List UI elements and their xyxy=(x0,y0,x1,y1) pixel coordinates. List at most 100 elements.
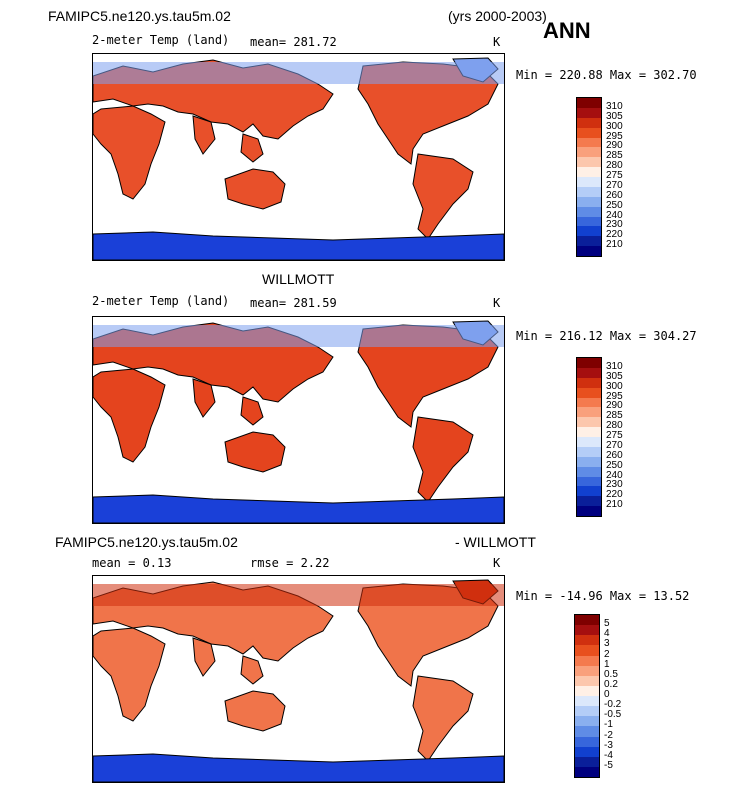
colorbar-tick-label: 230 xyxy=(606,219,623,231)
colorbar-segment xyxy=(577,506,601,516)
colorbar-segment xyxy=(577,476,601,487)
panel3-map xyxy=(92,575,505,783)
colorbar-tick-label: -1 xyxy=(604,719,613,731)
colorbar-segment xyxy=(575,766,599,777)
africa-landmass xyxy=(93,368,166,463)
colorbar-segment xyxy=(575,736,599,747)
colorbar-segment xyxy=(577,186,601,197)
panel2-minmax: Min = 216.12 Max = 304.27 xyxy=(516,329,697,343)
colorbar-tick-label: 275 xyxy=(606,430,623,441)
colorbar-tick-label: 285 xyxy=(606,410,623,422)
colorbar-segment xyxy=(577,377,601,388)
colorbar-tick-label: 240 xyxy=(606,209,623,221)
colorbar-segment xyxy=(577,456,601,467)
colorbar-tick-label: 310 xyxy=(606,100,623,112)
colorbar-tick-label: 295 xyxy=(606,130,623,142)
colorbar-tick-label: -2 xyxy=(604,729,613,741)
colorbar-tick-label: 305 xyxy=(606,110,623,122)
colorbar-segment xyxy=(575,746,599,757)
colorbar-segment xyxy=(575,655,599,666)
colorbar-tick-label: 300 xyxy=(606,380,623,392)
colorbar-segment xyxy=(575,716,599,727)
colorbar-tick-label: 4 xyxy=(604,628,610,640)
india-landmass xyxy=(192,378,216,418)
antarctica-landmass xyxy=(93,231,504,260)
colorbar-segment xyxy=(575,685,599,696)
antarctica-landmass xyxy=(93,753,504,782)
colorbar-segment xyxy=(577,196,601,207)
colorbar-tick-label: 220 xyxy=(606,229,623,241)
panel3-map-svg xyxy=(93,579,504,782)
panel1-map-svg xyxy=(93,57,504,260)
colorbar-tick-label: 0.2 xyxy=(604,678,618,690)
high-latitude-band xyxy=(93,584,504,606)
colorbar-tick-label: 0 xyxy=(604,689,610,700)
antarctica-landmass xyxy=(93,494,504,523)
panel1-map xyxy=(92,53,505,261)
panel2-variable: 2-meter Temp (land) xyxy=(92,294,230,308)
panel2-colorbar xyxy=(576,357,602,517)
colorbar-tick-label: 250 xyxy=(606,459,623,471)
colorbar-tick-label: 1 xyxy=(604,658,610,670)
colorbar-segment xyxy=(575,615,599,626)
panel2-units: K xyxy=(493,296,501,310)
colorbar-segment xyxy=(575,756,599,767)
panel3-colorbar xyxy=(574,614,600,778)
colorbar-segment xyxy=(575,706,599,717)
panel2-title: WILLMOTT xyxy=(262,271,335,287)
years-label: (yrs 2000-2003) xyxy=(448,8,547,24)
colorbar-segment xyxy=(577,107,601,118)
southeast-asia-landmass xyxy=(240,396,264,426)
colorbar-tick-label: 295 xyxy=(606,390,623,402)
panel3-units: K xyxy=(493,556,501,570)
colorbar-tick-label: 270 xyxy=(606,179,623,191)
colorbar-tick-label: 230 xyxy=(606,479,623,491)
season-label: ANN xyxy=(543,18,591,43)
colorbar-tick-label: 260 xyxy=(606,449,623,461)
colorbar-tick-label: -0.2 xyxy=(604,699,622,711)
africa-landmass xyxy=(93,105,166,200)
colorbar-tick-label: -5 xyxy=(604,759,613,771)
colorbar-segment xyxy=(577,486,601,497)
colorbar-segment xyxy=(577,496,601,507)
colorbar-tick-label: 305 xyxy=(606,370,623,382)
africa-landmass xyxy=(93,627,166,722)
panel1-minmax: Min = 220.88 Max = 302.70 xyxy=(516,68,697,82)
colorbar-segment xyxy=(575,726,599,737)
colorbar-segment xyxy=(577,446,601,457)
colorbar-segment xyxy=(577,147,601,158)
colorbar-segment xyxy=(575,635,599,646)
case-title: FAMIPC5.ne120.ys.tau5m.02 xyxy=(48,8,231,24)
colorbar-segment xyxy=(577,206,601,217)
south-america-landmass xyxy=(412,675,474,762)
india-landmass xyxy=(192,115,216,155)
colorbar-segment xyxy=(577,407,601,418)
colorbar-segment xyxy=(577,246,601,256)
colorbar-tick-label: -0.5 xyxy=(604,709,622,721)
colorbar-tick-label: 275 xyxy=(606,170,623,181)
panel3-rmse: rmse = 2.22 xyxy=(250,556,330,570)
colorbar-tick-label: 210 xyxy=(606,499,623,511)
colorbar-segment xyxy=(577,216,601,227)
colorbar-segment xyxy=(577,417,601,428)
colorbar-tick-label: 3 xyxy=(604,638,610,650)
colorbar-segment xyxy=(577,117,601,128)
panel3-mean: mean = 0.13 xyxy=(92,556,172,570)
panel2-map-svg xyxy=(93,320,504,523)
panel2-mean: mean= 281.59 xyxy=(250,296,337,310)
colorbar-tick-label: 210 xyxy=(606,239,623,251)
colorbar-segment xyxy=(575,645,599,656)
panel3-minmax: Min = -14.96 Max = 13.52 xyxy=(516,589,690,603)
colorbar-tick-label: -4 xyxy=(604,749,613,761)
colorbar-tick-label: 290 xyxy=(606,400,623,412)
high-latitude-band xyxy=(93,325,504,347)
colorbar-segment xyxy=(577,167,601,177)
colorbar-segment xyxy=(577,427,601,437)
colorbar-tick-label: 285 xyxy=(606,150,623,162)
high-latitude-band xyxy=(93,62,504,84)
colorbar-segment xyxy=(575,696,599,707)
colorbar-tick-label: 280 xyxy=(606,420,623,432)
colorbar-tick-label: 270 xyxy=(606,439,623,451)
colorbar-tick-label: 5 xyxy=(604,618,610,630)
colorbar-segment xyxy=(577,367,601,378)
